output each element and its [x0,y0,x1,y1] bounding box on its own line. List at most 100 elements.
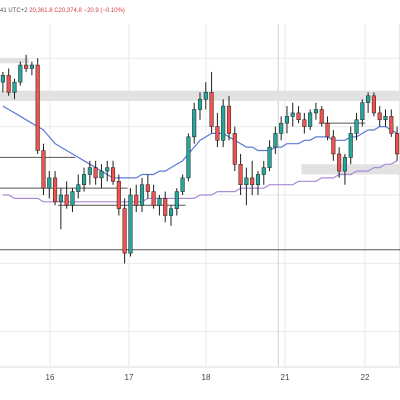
candle [221,99,226,148]
candle-body [29,64,34,69]
header-ohlc: 20,361.8 C20,374.8 −20.9 (−0.10%) [29,8,125,14]
candle [267,140,272,172]
candle-body [174,191,179,209]
candle-body [24,64,29,69]
candle [180,174,185,195]
candle [29,61,34,76]
candle-body [261,167,266,175]
candle [18,61,23,86]
candle-body [145,184,150,192]
candle-body [12,81,17,93]
candle-body [116,181,121,209]
candle-body [87,167,92,175]
candle [284,106,290,134]
candle [232,126,237,172]
candle-body [134,194,139,206]
candle-body [221,105,226,141]
candle [348,126,353,165]
candle-body [203,92,208,100]
candle-body [151,191,156,206]
candle-body [308,112,313,127]
candle [58,188,63,230]
candle [186,133,191,182]
candle-body [70,191,75,206]
candle [76,174,81,199]
candle-body [226,105,232,134]
candle [238,153,243,195]
candle [139,177,145,213]
candle-body [389,116,394,134]
candle [168,205,174,226]
candle [145,174,150,199]
candle-body [371,95,376,114]
x-tick-label: 16 [46,373,55,382]
candle-body [41,150,46,189]
candle [395,126,400,161]
candle-body [192,109,197,138]
candle-body [82,174,87,185]
candle [47,171,52,199]
candle [99,164,104,189]
candle-body [383,116,388,121]
x-tick-label: 21 [281,373,290,382]
candle-body [139,184,145,206]
x-tick-label: 17 [125,373,134,382]
candle [296,106,301,124]
candle [383,109,388,127]
candle-body [377,112,382,121]
candle [87,160,92,185]
candle [6,68,11,96]
x-tick-label: 22 [361,373,370,382]
supply-demand-zone [301,164,400,175]
candle-body [244,177,249,185]
candle-body [238,163,243,185]
candle [366,92,371,113]
candle [64,181,69,209]
candle [105,160,110,182]
candle-body [313,109,318,114]
candle [255,171,261,195]
candle-body [186,136,191,179]
candle [203,82,208,110]
candle [371,92,376,117]
candle [354,112,359,141]
candle [53,171,58,206]
candle-body [232,133,237,165]
candle [261,160,266,185]
candle [215,112,220,148]
x-tick-label: 18 [202,373,211,382]
candle [12,78,17,100]
candle [197,92,203,120]
candle-body [348,133,353,158]
candle [128,188,133,257]
candle-body [197,98,203,110]
candle-body [250,177,255,185]
candle-body [76,184,81,192]
candle [325,116,330,141]
candle [389,109,394,137]
candle [308,109,313,131]
candle [93,160,98,185]
candle [122,198,127,264]
candle [192,102,197,144]
candle [313,102,318,120]
candle-body [395,133,400,155]
candle [35,58,40,154]
candle [290,102,295,127]
candle-body [0,75,5,83]
candle-body [128,194,133,254]
candle [342,153,347,185]
candle [377,106,382,127]
candle-body [58,194,63,203]
candle [157,195,162,216]
candle [226,95,232,141]
candle-body [267,146,272,168]
supply-demand-zone [0,58,29,64]
x-axis: 16 17 18 21 22 [0,366,400,382]
candle-body [105,167,110,172]
candle [163,191,168,223]
candle [116,174,121,216]
candle-body [296,112,301,121]
